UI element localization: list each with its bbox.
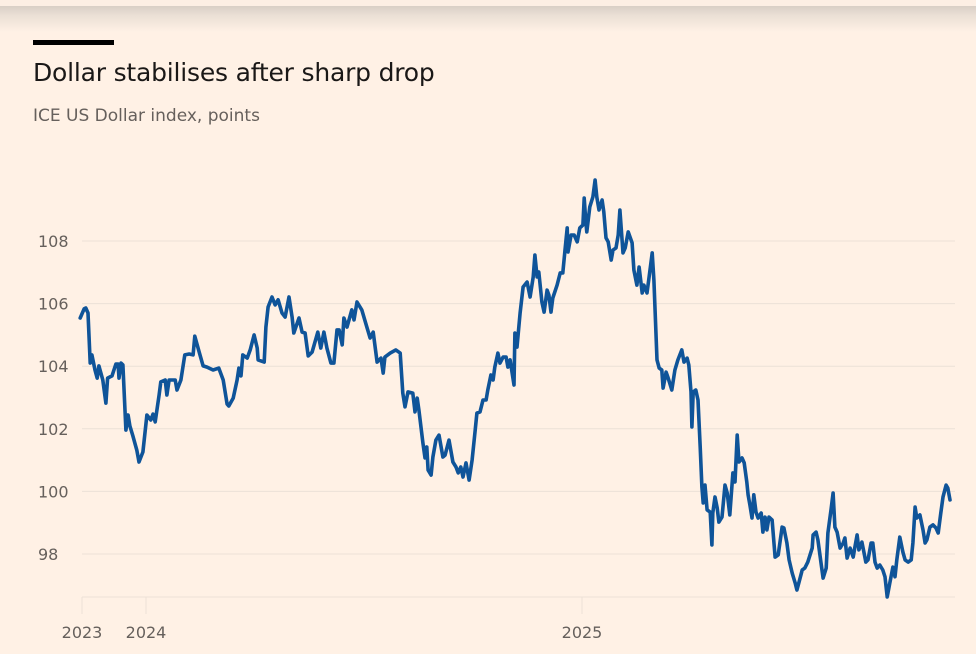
y-tick-label: 104 xyxy=(38,357,69,376)
chart-title: Dollar stabilises after sharp drop xyxy=(33,58,435,87)
gridlines xyxy=(82,240,955,555)
x-axis: 2023 2024 2025 xyxy=(62,596,955,642)
x-tick-label: 2025 xyxy=(562,623,603,642)
y-tick-label: 108 xyxy=(38,232,69,251)
title-accent-bar xyxy=(33,40,114,45)
y-axis: 98 100 102 104 106 108 xyxy=(38,232,69,564)
y-tick-label: 98 xyxy=(38,545,58,564)
y-tick-label: 102 xyxy=(38,420,69,439)
chart-subtitle: ICE US Dollar index, points xyxy=(33,106,260,126)
header-shadow xyxy=(0,6,976,32)
x-tick-label: 2023 xyxy=(62,623,103,642)
x-tick-label: 2024 xyxy=(126,623,167,642)
series-line-dollar-index xyxy=(78,178,952,599)
top-band xyxy=(0,0,976,6)
y-tick-label: 100 xyxy=(38,482,69,501)
series-layer xyxy=(78,178,952,599)
y-tick-label: 106 xyxy=(38,295,69,314)
